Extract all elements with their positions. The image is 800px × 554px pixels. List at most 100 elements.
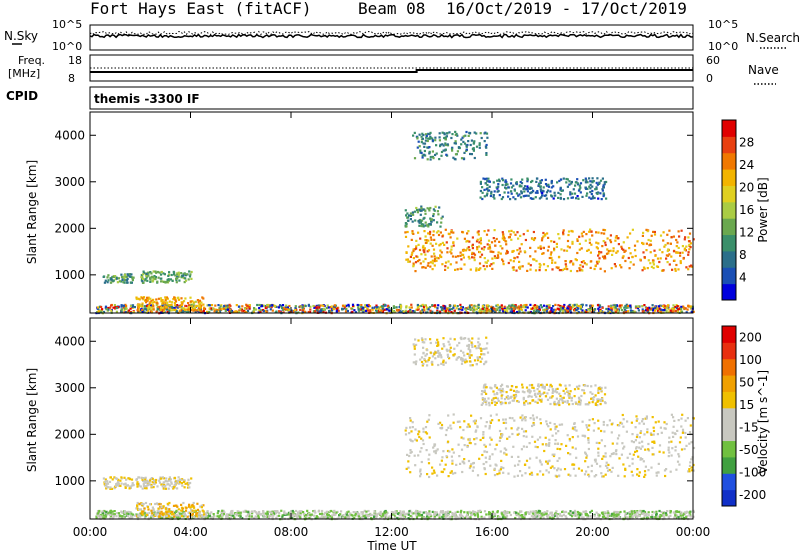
data-cell: [257, 512, 261, 516]
data-cell: [283, 512, 286, 515]
data-cell: [532, 423, 536, 426]
data-cell: [215, 310, 218, 313]
data-cell: [566, 197, 570, 200]
data-cell: [578, 511, 581, 514]
data-cell: [517, 512, 520, 515]
data-cell: [511, 250, 514, 253]
data-cell: [196, 299, 199, 302]
data-cell: [688, 431, 692, 434]
data-cell: [423, 216, 426, 219]
data-cell: [475, 132, 478, 135]
data-cell: [432, 469, 436, 472]
data-cell: [509, 310, 512, 313]
data-cell: [691, 265, 694, 268]
data-cell: [485, 153, 488, 156]
data-cell: [643, 512, 646, 515]
data-cell: [324, 511, 327, 514]
data-cell: [220, 307, 223, 311]
data-cell: [424, 241, 427, 244]
data-cell: [550, 307, 553, 310]
data-cell: [264, 305, 267, 308]
data-cell: [398, 514, 401, 517]
data-cell: [546, 189, 550, 192]
data-cell: [115, 477, 118, 480]
data-cell: [538, 197, 541, 200]
data-cell: [432, 234, 435, 237]
data-cell: [435, 259, 438, 262]
data-cell: [545, 184, 549, 187]
data-cell: [532, 304, 535, 307]
data-cell: [591, 304, 594, 307]
data-cell: [287, 513, 290, 516]
data-cell: [577, 304, 580, 308]
data-cell: [196, 502, 199, 505]
data-cell: [309, 311, 312, 314]
data-cell: [688, 514, 691, 517]
data-cell: [408, 260, 411, 263]
data-cell: [547, 443, 551, 446]
data-cell: [494, 244, 497, 247]
data-cell: [138, 508, 141, 511]
data-cell: [427, 513, 430, 516]
data-cell: [440, 251, 443, 254]
data-cell: [485, 152, 488, 155]
data-cell: [122, 516, 125, 519]
data-cell: [472, 149, 475, 152]
data-cell: [116, 484, 119, 487]
data-cell: [295, 308, 298, 311]
data-cell: [575, 429, 578, 432]
data-cell: [387, 306, 391, 309]
data-cell: [179, 478, 182, 481]
data-cell: [380, 515, 383, 518]
data-cell: [150, 306, 153, 309]
data-cell: [277, 306, 280, 309]
data-cell: [407, 511, 410, 514]
data-cell: [495, 186, 498, 189]
data-cell: [422, 225, 425, 228]
data-cell: [412, 257, 415, 260]
data-cell: [616, 424, 619, 427]
data-cell: [114, 307, 117, 310]
data-cell: [135, 296, 138, 299]
data-cell: [609, 239, 612, 242]
data-cell: [461, 136, 464, 139]
data-cell: [547, 236, 550, 239]
data-cell: [639, 431, 642, 434]
data-cell: [506, 307, 509, 310]
data-cell: [450, 147, 454, 150]
data-cell: [585, 263, 588, 266]
data-cell: [129, 281, 132, 284]
data-cell: [269, 304, 272, 307]
data-cell: [535, 310, 538, 313]
data-cell: [457, 516, 460, 519]
data-cell: [532, 189, 535, 192]
data-cell: [609, 310, 612, 313]
data-cell: [451, 448, 454, 451]
data-cell: [160, 299, 163, 302]
data-cell: [125, 514, 128, 517]
data-cell: [441, 215, 444, 218]
data-cell: [465, 148, 468, 151]
data-cell: [659, 234, 663, 237]
data-cell: [116, 482, 119, 485]
data-cell: [523, 185, 527, 188]
data-cell: [484, 456, 487, 459]
data-cell: [149, 516, 153, 519]
data-cell: [517, 237, 520, 240]
data-cell: [557, 256, 561, 259]
data-cell: [436, 448, 439, 451]
data-cell: [409, 451, 412, 454]
data-cell: [572, 262, 575, 265]
data-cell: [206, 510, 209, 513]
data-cell: [451, 459, 454, 462]
data-cell: [470, 153, 473, 156]
data-cell: [415, 509, 418, 512]
data-cell: [456, 510, 459, 513]
data-cell: [124, 482, 127, 485]
data-cell: [637, 309, 640, 312]
data-cell: [289, 511, 292, 515]
data-cell: [610, 452, 613, 456]
data-cell: [631, 228, 634, 231]
data-cell: [294, 307, 297, 310]
data-cell: [513, 475, 516, 478]
